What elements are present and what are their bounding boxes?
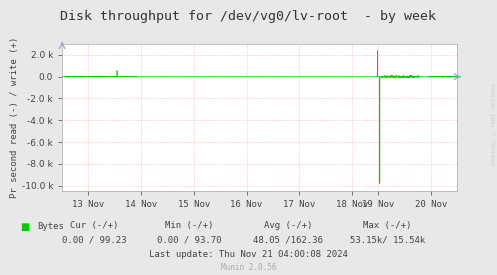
Text: ■: ■ bbox=[20, 222, 29, 232]
Y-axis label: Pr second read (-) / write (+): Pr second read (-) / write (+) bbox=[10, 37, 19, 198]
Text: Disk throughput for /dev/vg0/lv-root  - by week: Disk throughput for /dev/vg0/lv-root - b… bbox=[61, 10, 436, 23]
Text: RRDTOOL / TOBI OETIKER: RRDTOOL / TOBI OETIKER bbox=[491, 82, 496, 165]
Text: 48.05 /162.36: 48.05 /162.36 bbox=[253, 235, 323, 244]
Text: Munin 2.0.56: Munin 2.0.56 bbox=[221, 263, 276, 272]
Text: Cur (-/+): Cur (-/+) bbox=[70, 221, 119, 230]
Text: Avg (-/+): Avg (-/+) bbox=[264, 221, 313, 230]
Text: 53.15k/ 15.54k: 53.15k/ 15.54k bbox=[350, 235, 425, 244]
Text: Max (-/+): Max (-/+) bbox=[363, 221, 412, 230]
Text: Last update: Thu Nov 21 04:00:08 2024: Last update: Thu Nov 21 04:00:08 2024 bbox=[149, 250, 348, 259]
Text: Min (-/+): Min (-/+) bbox=[165, 221, 213, 230]
Text: 0.00 / 99.23: 0.00 / 99.23 bbox=[62, 235, 127, 244]
Text: Bytes: Bytes bbox=[37, 222, 64, 231]
Text: 0.00 / 93.70: 0.00 / 93.70 bbox=[157, 235, 221, 244]
